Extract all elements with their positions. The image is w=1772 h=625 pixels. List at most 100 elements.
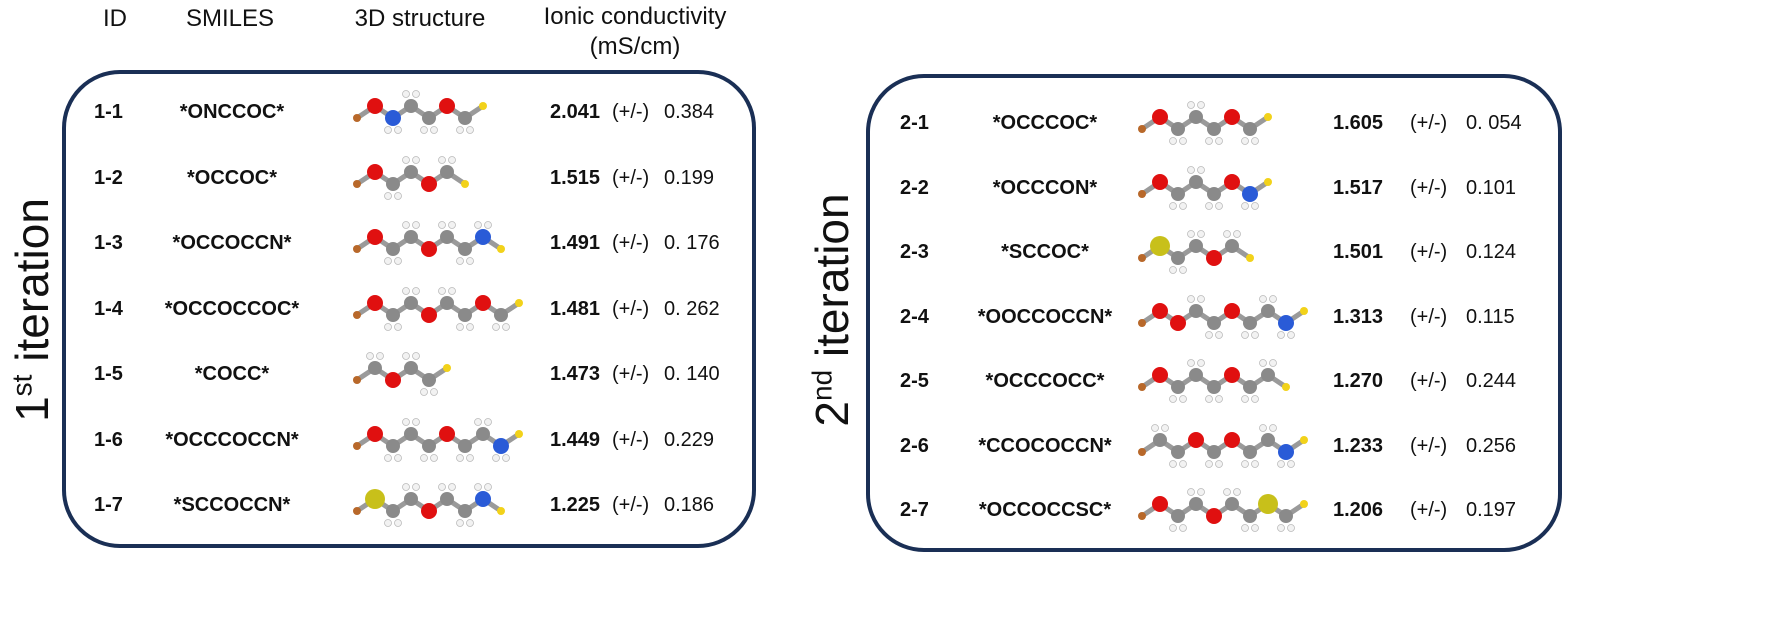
hydrogen-atom — [492, 453, 500, 462]
atom-c — [1261, 303, 1275, 318]
row-smiles: *OCCCOC* — [992, 112, 1098, 134]
header-ionic-conductivity: Ionic conductivity (mS/cm) — [515, 2, 755, 62]
row-id: 2-2 — [900, 176, 929, 199]
hydrogen-atom — [412, 155, 420, 164]
molecule-structure — [1138, 230, 1254, 274]
atom-br — [1138, 512, 1146, 520]
hydrogen-atom — [1179, 266, 1187, 274]
atom-o — [1224, 173, 1240, 190]
atom-c — [440, 492, 454, 506]
hydrogen-atom — [448, 221, 456, 229]
hydrogen-atom — [394, 453, 402, 462]
atom-c — [1171, 444, 1185, 459]
row-id: 1-5 — [94, 363, 123, 385]
atom-br — [353, 179, 361, 188]
hydrogen-atom — [394, 126, 402, 134]
plus-minus-label: (+/-) — [1410, 434, 1448, 457]
atom-o — [367, 98, 383, 114]
hydrogen-atom — [1241, 524, 1249, 532]
atom-c — [386, 307, 400, 322]
hydrogen-atom — [412, 221, 420, 229]
table-row: 2-2 *OCCCON* 1.517 (+/-) 0.101 — [0, 165, 1772, 210]
conductivity-error: 0.244 — [1466, 370, 1517, 392]
atom-br — [1138, 383, 1146, 391]
molecule-structure — [353, 90, 487, 134]
atom-c — [1207, 444, 1221, 459]
iteration-1-panel — [62, 70, 756, 548]
hydrogen-atom — [448, 483, 456, 491]
row-smiles: *ONCCOC* — [179, 101, 285, 123]
atom-c — [1225, 497, 1239, 511]
conductivity-value: 1.501 — [1333, 241, 1384, 263]
atom-br — [1138, 318, 1146, 327]
molecule-structure — [353, 483, 505, 527]
atom-c — [1171, 380, 1185, 394]
hydrogen-atom — [474, 221, 482, 229]
hydrogen-atom — [1241, 137, 1249, 145]
atom-c — [494, 307, 508, 322]
row-smiles: *OCCOCCOC* — [164, 297, 300, 320]
atom-n — [1278, 314, 1294, 331]
hydrogen-atom — [430, 388, 438, 396]
hydrogen-atom — [1179, 395, 1187, 403]
molecule-structure — [353, 352, 451, 396]
row-smiles: *COCC* — [194, 363, 270, 385]
plus-minus-label: (+/-) — [612, 232, 650, 254]
hydrogen-atom — [1197, 294, 1205, 303]
atom-n — [1242, 185, 1258, 202]
atom-c — [458, 504, 472, 518]
conductivity-value: 1.491 — [550, 232, 601, 254]
molecule-structure — [1138, 101, 1272, 145]
atom-c — [386, 438, 400, 453]
atom-c — [386, 504, 400, 518]
atom-y — [515, 298, 523, 307]
structure-3d — [1130, 160, 1280, 221]
hydrogen-atom — [1277, 524, 1285, 532]
conductivity-error: 0. 054 — [1466, 112, 1522, 134]
hydrogen-atom — [1169, 201, 1177, 210]
table-row: 1-3 *OCCOCCN* 1.491 (+/-) 0. 176 — [0, 221, 1772, 265]
atom-y — [443, 364, 451, 372]
atom-c — [1153, 432, 1167, 447]
atom-o — [367, 229, 383, 245]
hydrogen-atom — [1151, 423, 1159, 432]
hydrogen-atom — [1187, 488, 1195, 496]
hydrogen-atom — [502, 322, 510, 331]
plus-minus-label: (+/-) — [1410, 370, 1448, 392]
structure-3d — [345, 84, 495, 145]
atom-br — [1138, 125, 1146, 133]
hydrogen-atom — [1287, 459, 1295, 468]
row-id: 2-7 — [900, 499, 929, 521]
hydrogen-atom — [384, 191, 392, 200]
hydrogen-atom — [1241, 330, 1249, 339]
atom-o — [1224, 302, 1240, 319]
hydrogen-atom — [384, 322, 392, 331]
hydrogen-atom — [1169, 524, 1177, 532]
atom-o — [1170, 314, 1186, 331]
atom-c — [404, 99, 418, 113]
hydrogen-atom — [1251, 395, 1259, 403]
hydrogen-atom — [1259, 423, 1267, 432]
atom-o — [439, 98, 455, 114]
atom-c — [386, 176, 400, 191]
atom-c — [404, 164, 418, 179]
atom-br — [353, 507, 361, 515]
table-row: 1-6 *OCCCOCCN* 1.449 (+/-) 0.229 — [0, 417, 1772, 462]
atom-c — [476, 426, 490, 441]
atom-c — [1171, 186, 1185, 201]
structure-3d — [345, 281, 531, 342]
table-row: 2-3 *SCCOC* 1.501 (+/-) 0.124 — [0, 230, 1772, 274]
atom-c — [1189, 110, 1203, 124]
row-smiles: *CCOCOCCN* — [978, 434, 1112, 457]
atom-c — [458, 307, 472, 322]
conductivity-value: 1.206 — [1333, 499, 1384, 521]
row-id: 1-3 — [94, 232, 123, 254]
hydrogen-atom — [1187, 230, 1195, 238]
plus-minus-label: (+/-) — [1410, 112, 1448, 134]
molecule-structure — [353, 221, 505, 265]
hydrogen-atom — [466, 519, 474, 527]
atom-c — [1189, 174, 1203, 189]
atom-s — [1150, 236, 1170, 256]
hydrogen-atom — [1205, 201, 1213, 210]
hydrogen-atom — [484, 417, 492, 426]
